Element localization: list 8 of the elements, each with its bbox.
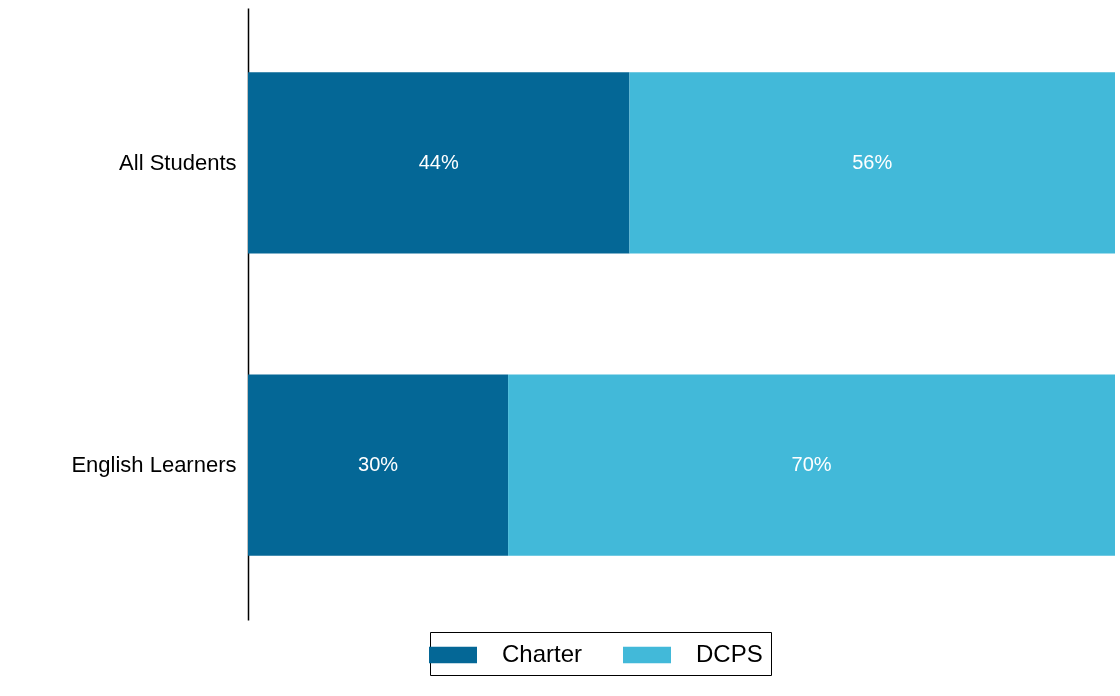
data-label: 56% bbox=[852, 150, 893, 173]
y-tick-label: English Learners bbox=[71, 452, 237, 478]
data-label: 70% bbox=[791, 453, 832, 476]
legend-label: DCPS bbox=[696, 640, 763, 667]
legend-label: Charter bbox=[502, 640, 583, 667]
y-tick-label: All Students bbox=[119, 149, 237, 175]
data-label: 30% bbox=[358, 453, 399, 476]
data-label: 44% bbox=[418, 150, 459, 173]
